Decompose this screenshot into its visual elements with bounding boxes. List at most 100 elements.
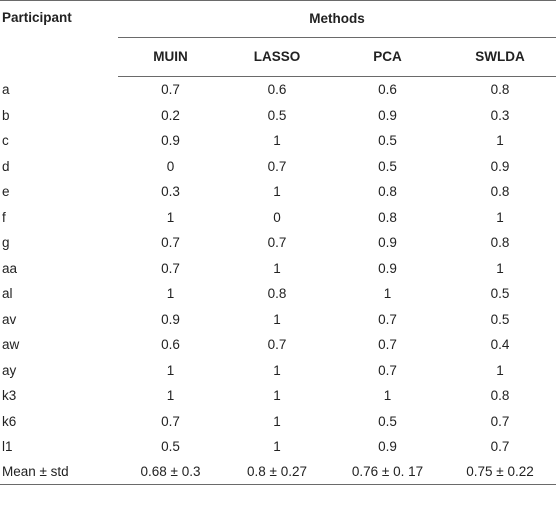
header-row-top: Participant Methods <box>0 0 556 77</box>
value-cell: 0.8 <box>490 82 510 97</box>
table-row: c 0.9 1 0.5 1 <box>0 128 556 154</box>
value-cell: 1 <box>166 388 175 403</box>
value-cell: 0.7 <box>161 413 180 429</box>
value-cell: 1 <box>383 286 392 301</box>
participant-cell: aa <box>2 260 18 276</box>
value-cell: 0.8 <box>490 235 510 250</box>
value-cell: 1 <box>166 209 175 225</box>
table-row: a 0.7 0.6 0.6 0.8 <box>0 77 556 103</box>
value-cell: 0.5 <box>490 286 510 301</box>
value-cell: 0.2 <box>161 107 180 123</box>
value-cell: 0.4 <box>490 337 510 352</box>
value-cell: 0.5 <box>161 439 180 454</box>
table-header: Participant Methods MUIN LASSO PCA SWLDA <box>0 0 556 77</box>
participant-cell: c <box>2 133 9 148</box>
value-cell: 0.3 <box>161 184 180 199</box>
value-cell: 1 <box>273 260 281 276</box>
value-cell: 1 <box>273 413 281 429</box>
value-cell: 1 <box>273 362 281 378</box>
table-row: d 0 0.7 0.5 0.9 <box>0 154 556 180</box>
value-cell: 0.5 <box>378 413 397 429</box>
value-cell: 1 <box>273 311 281 327</box>
method-header-muin: MUIN <box>118 37 223 77</box>
value-cell: 0.7 <box>267 158 287 174</box>
participant-cell: k3 <box>2 388 17 403</box>
table-row: aa 0.7 1 0.9 1 <box>0 256 556 282</box>
value-cell: 0.5 <box>267 107 287 123</box>
value-cell: 1 <box>496 260 504 276</box>
value-cell: 0.9 <box>378 260 397 276</box>
value-cell: 0.9 <box>378 235 397 250</box>
value-cell: 0.6 <box>267 82 287 97</box>
method-header-pca: PCA <box>331 37 444 77</box>
summary-value-cell: 0.8 ± 0.27 <box>223 459 331 485</box>
value-cell: 0.7 <box>378 337 397 352</box>
value-cell: 1 <box>496 209 504 225</box>
value-cell: 1 <box>273 439 281 454</box>
table-row: l1 0.5 1 0.9 0.7 <box>0 434 556 460</box>
participant-cell: g <box>2 235 10 250</box>
value-cell: 0.7 <box>267 337 287 352</box>
participant-cell: ay <box>2 362 17 378</box>
participant-cell: e <box>2 184 10 199</box>
value-cell: 0.7 <box>161 82 180 97</box>
participant-cell: f <box>2 209 6 225</box>
value-cell: 0 <box>166 158 175 174</box>
header-row-methods: MUIN LASSO PCA SWLDA <box>0 37 556 77</box>
value-cell: 1 <box>383 388 392 403</box>
table-row: av 0.9 1 0.7 0.5 <box>0 307 556 333</box>
summary-row: Mean ± std 0.68 ± 0.3 0.8 ± 0.27 0.76 ± … <box>0 459 556 485</box>
value-cell: 0.7 <box>490 439 510 454</box>
table-row: k6 0.7 1 0.5 0.7 <box>0 409 556 435</box>
summary-value-cell: 0.68 ± 0.3 <box>118 459 223 485</box>
participant-cell: aw <box>2 337 20 352</box>
results-table: Participant Methods MUIN LASSO PCA SWLDA… <box>0 0 556 485</box>
participant-header: Participant <box>0 0 118 77</box>
value-cell: 0.5 <box>378 133 397 148</box>
table-row: k3 1 1 1 0.8 <box>0 383 556 409</box>
method-header-lasso: LASSO <box>223 37 331 77</box>
value-cell: 0.8 <box>267 286 287 301</box>
value-cell: 0.7 <box>161 260 180 276</box>
participant-cell: k6 <box>2 413 17 429</box>
table-row: e 0.3 1 0.8 0.8 <box>0 179 556 205</box>
value-cell: 0.5 <box>378 158 397 174</box>
participant-cell: al <box>2 286 13 301</box>
table-row: f 1 0 0.8 1 <box>0 205 556 231</box>
value-cell: 0.8 <box>490 184 510 199</box>
table-row: ay 1 1 0.7 1 <box>0 358 556 384</box>
table-row: al 1 0.8 1 0.5 <box>0 281 556 307</box>
value-cell: 1 <box>273 388 281 403</box>
participant-cell: d <box>2 158 10 174</box>
value-cell: 1 <box>166 362 175 378</box>
participant-cell: b <box>2 107 10 123</box>
value-cell: 0.7 <box>378 311 397 327</box>
value-cell: 0.6 <box>161 337 180 352</box>
summary-value-cell: 0.75 ± 0.22 <box>444 459 556 485</box>
value-cell: 0.7 <box>161 235 180 250</box>
summary-value-cell: 0.76 ± 0. 17 <box>331 459 444 485</box>
value-cell: 0.9 <box>161 133 180 148</box>
participant-cell: av <box>2 311 17 327</box>
value-cell: 0.8 <box>490 388 510 403</box>
value-cell: 0.8 <box>378 184 397 199</box>
value-cell: 0.6 <box>378 82 397 97</box>
table-row: g 0.7 0.7 0.9 0.8 <box>0 230 556 256</box>
value-cell: 1 <box>166 286 175 301</box>
value-cell: 0 <box>273 209 281 225</box>
value-cell: 0.9 <box>378 439 397 454</box>
value-cell: 0.9 <box>161 311 180 327</box>
value-cell: 0.9 <box>490 158 510 174</box>
value-cell: 0.7 <box>490 413 510 429</box>
method-header-swlda: SWLDA <box>444 37 556 77</box>
value-cell: 1 <box>496 133 504 148</box>
value-cell: 0.7 <box>378 362 397 378</box>
methods-header: Methods <box>118 0 556 38</box>
table-body: a 0.7 0.6 0.6 0.8 b 0.2 0.5 0.9 0.3 c 0.… <box>0 77 556 485</box>
value-cell: 0.8 <box>378 209 397 225</box>
value-cell: 1 <box>496 362 504 378</box>
value-cell: 1 <box>273 133 281 148</box>
value-cell: 0.9 <box>378 107 397 123</box>
value-cell: 0.5 <box>490 311 510 327</box>
summary-label-cell: Mean ± std <box>0 459 118 485</box>
